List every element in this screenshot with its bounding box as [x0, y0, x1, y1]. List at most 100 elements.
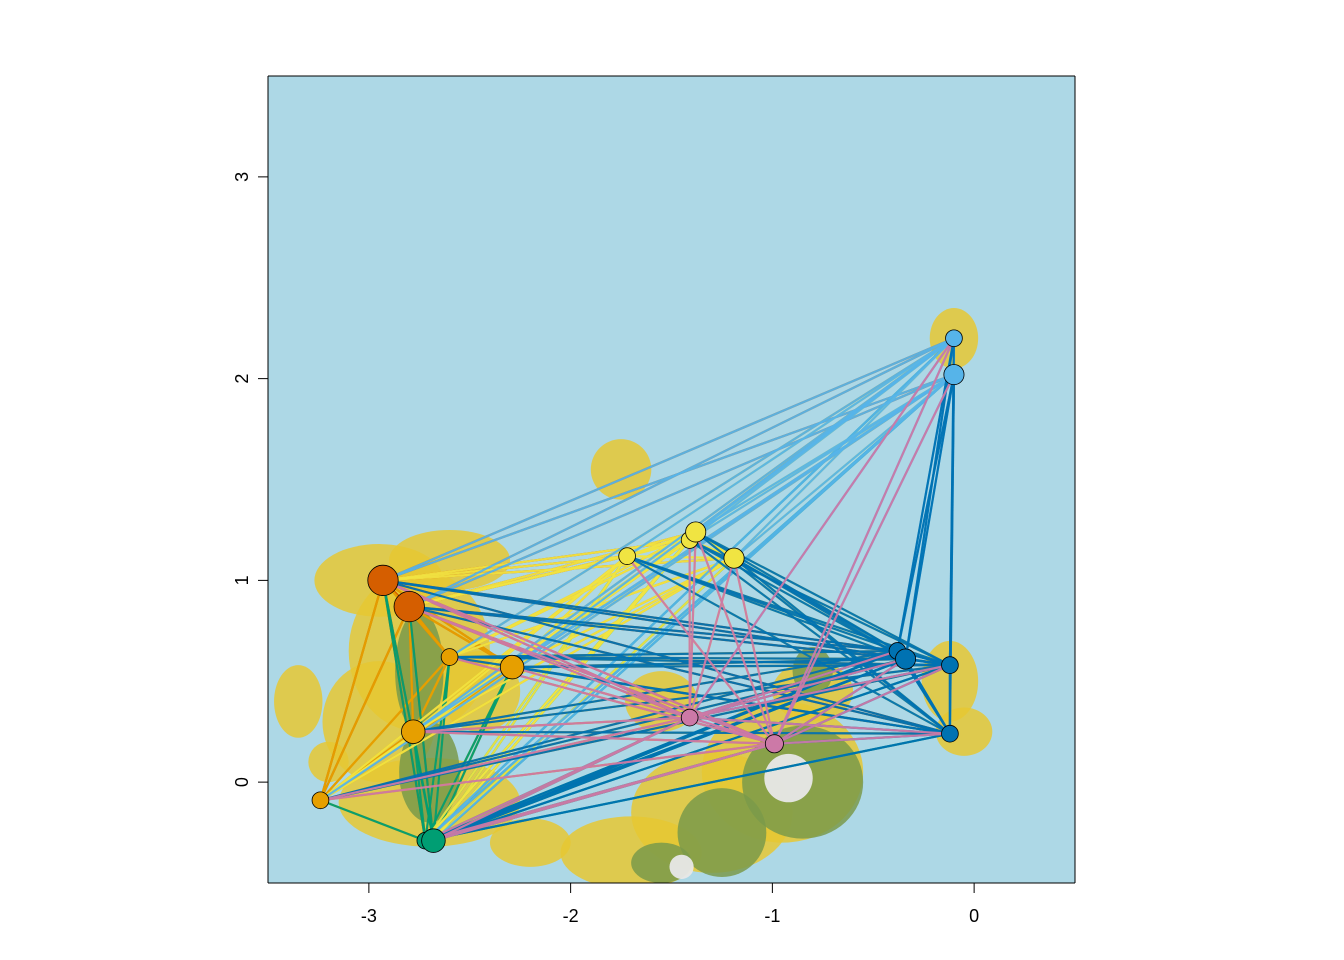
network-node	[367, 564, 399, 596]
network-edge	[433, 664, 951, 842]
network-edge	[688, 531, 697, 718]
y-tick-label: 2	[232, 374, 252, 384]
network-edge	[408, 605, 775, 745]
network-edge	[773, 664, 951, 745]
network-edge	[382, 337, 955, 582]
network-node	[421, 828, 446, 853]
network-edge	[409, 605, 898, 653]
network-edge	[319, 557, 735, 802]
network-edge	[511, 666, 690, 719]
network-edge	[688, 337, 955, 719]
network-edge	[432, 716, 691, 842]
network-edge	[319, 656, 451, 802]
network-edge	[896, 338, 956, 652]
network-edge	[689, 716, 775, 745]
network-edge	[688, 557, 736, 718]
network-edge	[413, 730, 950, 735]
network-node	[680, 708, 699, 727]
network-edge	[408, 373, 955, 608]
plot-panel	[268, 76, 1075, 883]
network-edge	[413, 730, 775, 745]
network-edge	[773, 374, 955, 745]
network-edge	[626, 555, 776, 745]
terrain-highland	[669, 854, 694, 879]
network-edge	[413, 716, 690, 733]
network-edge	[732, 557, 776, 745]
network-edge	[320, 799, 426, 842]
edges-layer	[319, 337, 956, 842]
network-edge	[512, 664, 950, 669]
terrain-lowland	[274, 665, 323, 738]
x-tick-label: -3	[361, 906, 377, 926]
network-edge	[904, 374, 956, 660]
network-edge	[412, 731, 435, 841]
network-edge	[413, 664, 951, 733]
network-edge	[511, 666, 951, 735]
network-edge	[773, 658, 907, 745]
network-edge	[382, 579, 691, 719]
network-edge	[319, 580, 385, 801]
terrain-lowland	[489, 818, 571, 867]
network-edge	[320, 742, 775, 802]
axes: -3 -2 -1 0 0 1 2 3	[232, 75, 1076, 926]
network-edge	[382, 579, 775, 745]
network-node	[723, 547, 745, 569]
network-edge	[694, 531, 776, 745]
network-edge	[382, 579, 951, 667]
network-edge	[695, 337, 955, 533]
network-edge	[689, 649, 898, 719]
network-node	[941, 656, 959, 674]
network-edge	[412, 656, 451, 733]
network-edge	[449, 655, 950, 667]
terrain-lowland	[590, 439, 652, 500]
terrain-highland	[764, 753, 813, 803]
network-node	[895, 648, 917, 670]
network-edge	[689, 664, 951, 719]
nodes-layer	[311, 329, 965, 853]
y-tick-label: 1	[232, 575, 252, 585]
network-node	[618, 547, 636, 565]
network-node	[311, 791, 330, 810]
network-edge	[733, 373, 955, 560]
network-edge	[449, 649, 898, 659]
network-edge	[320, 716, 690, 802]
network-node	[943, 364, 965, 386]
x-tick-label: 0	[969, 906, 979, 926]
network-edge	[409, 605, 906, 661]
y-axis-ticks: 0 1 2 3	[232, 172, 268, 787]
network-edge	[626, 555, 951, 735]
network-edge	[433, 742, 775, 842]
network-node	[440, 648, 459, 666]
x-axis-ticks: -3 -2 -1 0	[361, 883, 979, 926]
network-edge	[424, 555, 629, 842]
network-edge	[896, 374, 956, 652]
network-edge	[626, 337, 955, 558]
x-tick-label: -2	[563, 906, 579, 926]
network-node	[401, 719, 426, 744]
network-edge	[689, 716, 950, 735]
network-edge	[432, 656, 451, 841]
terrain-lowland	[308, 741, 349, 783]
network-node	[685, 521, 707, 543]
network-edge	[432, 531, 697, 842]
network-edge	[413, 649, 898, 733]
network-edge	[425, 732, 951, 842]
network-node	[764, 734, 784, 754]
network-edge	[381, 580, 427, 841]
network-node	[499, 654, 525, 680]
network-node	[945, 329, 963, 348]
network-node	[393, 591, 425, 623]
network-edge	[320, 649, 898, 802]
terrain-midland	[677, 788, 767, 877]
network-edge	[733, 557, 951, 735]
network-node	[941, 724, 959, 743]
network-edge	[774, 732, 950, 745]
y-tick-label: 0	[232, 777, 252, 787]
network-edge	[689, 657, 906, 719]
network-edge	[773, 337, 955, 745]
y-tick-label: 3	[232, 172, 252, 182]
network-edge	[689, 539, 951, 735]
network-edge	[382, 373, 955, 582]
network-edge	[408, 606, 415, 732]
